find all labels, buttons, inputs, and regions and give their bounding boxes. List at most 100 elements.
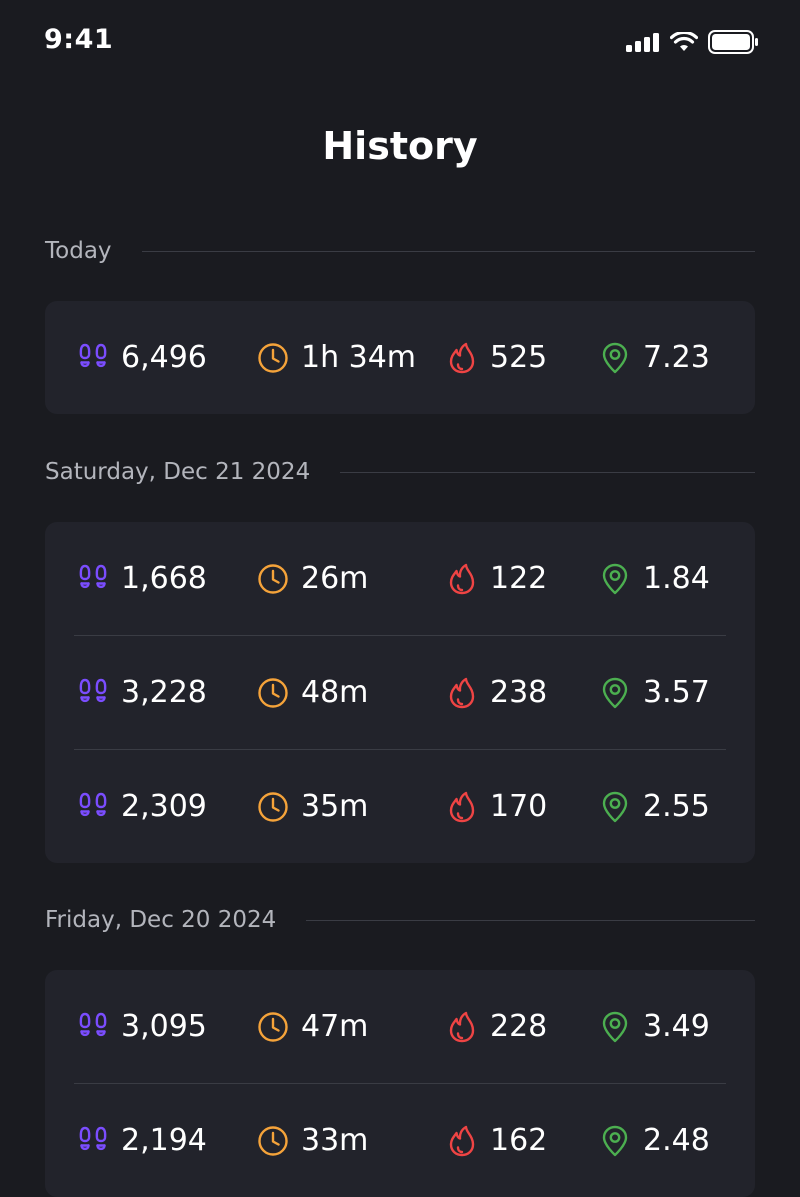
distance-value: 7.23	[643, 340, 710, 375]
section-header: Friday, Dec 20 2024	[45, 900, 755, 940]
section-date-label: Saturday, Dec 21 2024	[45, 459, 311, 485]
footsteps-icon	[77, 563, 109, 595]
clock-icon	[257, 791, 289, 823]
calories-value: 162	[490, 1123, 548, 1158]
distance-value: 3.57	[643, 675, 710, 710]
duration-stat: 1h 34m	[257, 340, 416, 375]
duration-value: 1h 34m	[301, 340, 417, 375]
section-date-label: Today	[45, 238, 112, 264]
section-header: Today	[45, 231, 755, 271]
distance-stat: 1.84	[599, 561, 710, 596]
steps-stat: 6,496	[77, 340, 207, 375]
footsteps-icon	[77, 791, 109, 823]
activity-card: 6,496 1h 34m 525 7.23	[45, 301, 755, 414]
activity-card: 1,668 26m 122 1.84 3,228 48m 238 3.57	[45, 522, 755, 863]
distance-value: 1.84	[643, 561, 710, 596]
history-section: Friday, Dec 20 2024 3,095 47m 228 3.49 2…	[45, 900, 755, 1197]
distance-value: 3.49	[643, 1009, 710, 1044]
distance-stat: 3.57	[599, 675, 710, 710]
location-pin-icon	[599, 563, 631, 595]
cellular-signal-icon	[626, 33, 659, 52]
duration-stat: 26m	[257, 561, 368, 596]
flame-icon	[446, 677, 478, 709]
distance-stat: 2.48	[599, 1123, 710, 1158]
clock-icon	[257, 677, 289, 709]
activity-row[interactable]: 1,668 26m 122 1.84	[74, 522, 726, 635]
clock-icon	[257, 563, 289, 595]
duration-value: 35m	[301, 789, 369, 824]
location-pin-icon	[599, 1125, 631, 1157]
section-divider	[340, 471, 755, 473]
status-time: 9:41	[44, 24, 114, 55]
section-divider	[141, 250, 755, 252]
steps-value: 1,668	[121, 561, 207, 596]
history-section: Today 6,496 1h 34m 525 7.23	[45, 231, 755, 414]
duration-stat: 48m	[257, 675, 368, 710]
footsteps-icon	[77, 677, 109, 709]
page-title: History	[322, 124, 478, 168]
flame-icon	[446, 1125, 478, 1157]
footsteps-icon	[77, 1011, 109, 1043]
flame-icon	[446, 563, 478, 595]
calories-stat: 170	[446, 789, 547, 824]
duration-value: 48m	[301, 675, 369, 710]
calories-stat: 122	[446, 561, 547, 596]
flame-icon	[446, 342, 478, 374]
steps-value: 3,095	[121, 1009, 207, 1044]
distance-stat: 2.55	[599, 789, 710, 824]
calories-stat: 228	[446, 1009, 547, 1044]
distance-value: 2.55	[643, 789, 710, 824]
clock-icon	[257, 342, 289, 374]
location-pin-icon	[599, 677, 631, 709]
steps-value: 3,228	[121, 675, 207, 710]
steps-stat: 3,095	[77, 1009, 207, 1044]
footsteps-icon	[77, 1125, 109, 1157]
section-header: Saturday, Dec 21 2024	[45, 452, 755, 492]
activity-row[interactable]: 2,309 35m 170 2.55	[74, 749, 726, 863]
calories-value: 122	[490, 561, 548, 596]
steps-value: 2,194	[121, 1123, 207, 1158]
section-date-label: Friday, Dec 20 2024	[45, 907, 277, 933]
activity-card: 3,095 47m 228 3.49 2,194 33m 162 2.48	[45, 970, 755, 1197]
duration-stat: 35m	[257, 789, 368, 824]
battery-icon	[708, 30, 758, 54]
status-bar: 9:41	[0, 0, 800, 80]
calories-stat: 162	[446, 1123, 547, 1158]
activity-row[interactable]: 2,194 33m 162 2.48	[74, 1083, 726, 1197]
calories-stat: 525	[446, 340, 547, 375]
distance-value: 2.48	[643, 1123, 710, 1158]
calories-value: 228	[490, 1009, 548, 1044]
steps-value: 2,309	[121, 789, 207, 824]
calories-value: 525	[490, 340, 548, 375]
status-icons	[626, 30, 758, 54]
duration-stat: 47m	[257, 1009, 368, 1044]
footsteps-icon	[77, 342, 109, 374]
section-divider	[306, 919, 755, 921]
duration-value: 26m	[301, 561, 369, 596]
steps-stat: 2,194	[77, 1123, 207, 1158]
steps-stat: 3,228	[77, 675, 207, 710]
steps-stat: 1,668	[77, 561, 207, 596]
calories-value: 238	[490, 675, 548, 710]
steps-stat: 2,309	[77, 789, 207, 824]
history-section: Saturday, Dec 21 2024 1,668 26m 122 1.84…	[45, 452, 755, 863]
calories-stat: 238	[446, 675, 547, 710]
clock-icon	[257, 1011, 289, 1043]
steps-value: 6,496	[121, 340, 207, 375]
duration-value: 47m	[301, 1009, 369, 1044]
activity-row[interactable]: 6,496 1h 34m 525 7.23	[74, 301, 726, 414]
flame-icon	[446, 1011, 478, 1043]
distance-stat: 3.49	[599, 1009, 710, 1044]
wifi-icon	[670, 32, 698, 51]
location-pin-icon	[599, 1011, 631, 1043]
duration-value: 33m	[301, 1123, 369, 1158]
activity-row[interactable]: 3,095 47m 228 3.49	[74, 970, 726, 1083]
flame-icon	[446, 791, 478, 823]
location-pin-icon	[599, 791, 631, 823]
distance-stat: 7.23	[599, 340, 710, 375]
calories-value: 170	[490, 789, 548, 824]
location-pin-icon	[599, 342, 631, 374]
clock-icon	[257, 1125, 289, 1157]
duration-stat: 33m	[257, 1123, 368, 1158]
activity-row[interactable]: 3,228 48m 238 3.57	[74, 635, 726, 749]
